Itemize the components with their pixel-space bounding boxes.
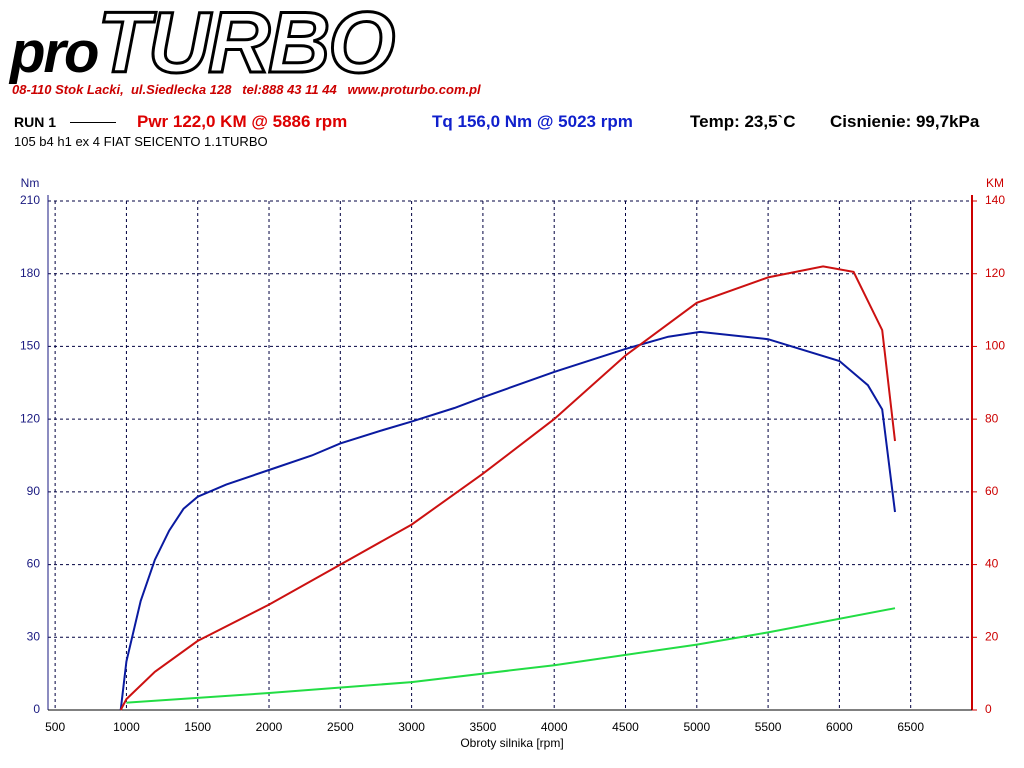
y-tick-label: 150: [20, 339, 40, 353]
x-tick-label: 4000: [541, 720, 568, 734]
x-tick-label: 2000: [256, 720, 283, 734]
logo-turbo: TURBO: [96, 0, 397, 91]
x-tick-label: 3500: [470, 720, 497, 734]
y-tick-label: 210: [20, 193, 40, 207]
y2-tick-label: 140: [985, 193, 1005, 207]
y2-tick-label: 40: [985, 557, 999, 571]
x-tick-label: 5500: [755, 720, 782, 734]
power-peak: Pwr 122,0 KM @ 5886 rpm: [137, 112, 348, 131]
y-tick-label: 0: [33, 702, 40, 716]
logo: proTURBO: [10, 0, 397, 88]
y-tick-label: 30: [27, 629, 41, 643]
series-line: [119, 265, 896, 711]
x-tick-label: 1000: [113, 720, 140, 734]
x-tick-label: 3000: [398, 720, 425, 734]
x-axis-label: Obroty silnika [rpm]: [460, 736, 563, 750]
torque-peak: Tq 156,0 Nm @ 5023 rpm: [432, 112, 633, 131]
y2-tick-label: 0: [985, 702, 992, 716]
y-tick-label: 90: [27, 484, 41, 498]
x-tick-label: 6000: [826, 720, 853, 734]
description: 105 b4 h1 ex 4 FIAT SEICENTO 1.1TURBO: [14, 134, 268, 149]
x-tick-label: 6500: [897, 720, 924, 734]
y2-tick-label: 60: [985, 484, 999, 498]
series-line: [119, 330, 896, 711]
pressure: Cisnienie: 99,7kPa: [830, 112, 980, 131]
temperature: Temp: 23,5`C: [690, 112, 796, 131]
y2-axis-label: KM: [986, 176, 1004, 190]
x-tick-label: 5000: [683, 720, 710, 734]
logo-pro: pro: [10, 20, 99, 85]
y-axis-label: Nm: [21, 176, 40, 190]
y-tick-label: 60: [27, 557, 41, 571]
x-tick-label: 4500: [612, 720, 639, 734]
x-tick-label: 1500: [184, 720, 211, 734]
run-label: RUN 1: [14, 114, 57, 130]
y2-tick-label: 120: [985, 266, 1005, 280]
address: 08-110 Stok Lacki, ul.Siedlecka 128 tel:…: [12, 82, 481, 97]
y2-tick-label: 80: [985, 411, 999, 425]
y-tick-label: 120: [20, 411, 40, 425]
y2-tick-label: 20: [985, 629, 999, 643]
series-line: [126, 607, 896, 704]
y2-tick-label: 100: [985, 339, 1005, 353]
run-line: [70, 122, 116, 123]
x-tick-label: 2500: [327, 720, 354, 734]
y-tick-label: 180: [20, 266, 40, 280]
x-tick-label: 500: [45, 720, 65, 734]
